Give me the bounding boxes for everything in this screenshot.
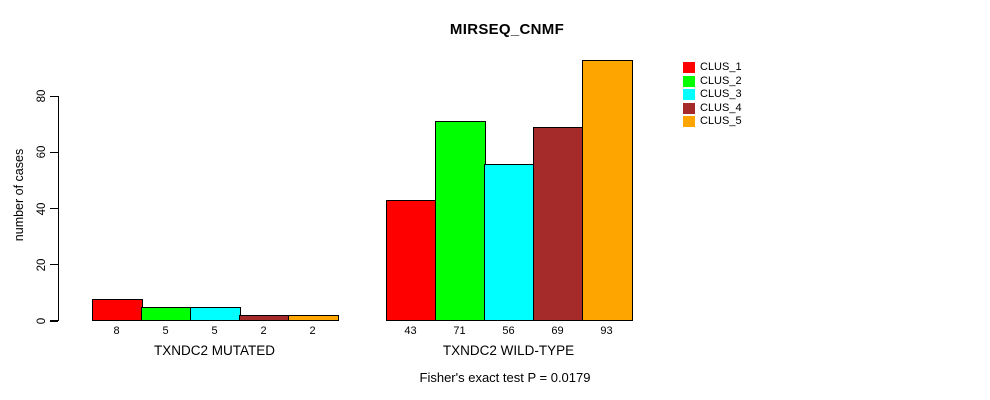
legend-swatch-icon xyxy=(683,102,695,114)
bar-value-label: 5 xyxy=(162,325,169,337)
legend-entry-label: CLUS_5 xyxy=(700,115,742,128)
bar xyxy=(582,59,633,321)
legend-swatch-icon xyxy=(683,75,695,87)
legend-entry: CLUS_5 xyxy=(683,115,742,129)
legend-entry: CLUS_3 xyxy=(683,88,742,102)
footer-annotation: Fisher's exact test P = 0.0179 xyxy=(419,370,591,385)
legend-entry-label: CLUS_1 xyxy=(700,61,742,74)
bar xyxy=(533,127,584,321)
legend-entry-label: CLUS_4 xyxy=(700,101,742,114)
y-axis-tick-label: 40 xyxy=(36,202,48,215)
y-axis-tick xyxy=(50,264,58,266)
legend-swatch-icon xyxy=(683,116,695,128)
bar xyxy=(386,200,437,321)
legend-swatch-icon xyxy=(683,62,695,74)
y-axis-tick xyxy=(50,95,58,97)
y-axis-tick xyxy=(50,151,58,154)
legend-swatch-icon xyxy=(683,89,695,101)
bar-value-label: 2 xyxy=(260,325,267,337)
x-axis-group-label: TXNDC2 WILD-TYPE xyxy=(442,343,575,358)
legend-entry-label: CLUS_3 xyxy=(700,88,742,101)
y-axis-tick-label: 0 xyxy=(36,317,48,325)
bar xyxy=(288,315,339,321)
bar-value-label: 8 xyxy=(113,325,120,337)
bar xyxy=(92,298,143,321)
bar-value-label: 2 xyxy=(309,325,316,337)
legend: CLUS_1 CLUS_2 CLUS_3 CLUS_4 CLUS_5 xyxy=(683,61,742,129)
chart-title: MIRSEQ_CNMF xyxy=(449,21,565,38)
legend-entry: CLUS_4 xyxy=(683,102,742,116)
y-axis-tick-label: 60 xyxy=(36,145,48,159)
bar xyxy=(239,315,290,321)
legend-entry: CLUS_2 xyxy=(683,75,742,89)
bar-value-label: 56 xyxy=(502,325,515,337)
y-axis-tick-label: 20 xyxy=(36,258,48,272)
y-axis-tick xyxy=(50,320,58,322)
bar xyxy=(141,306,192,321)
bar xyxy=(484,163,535,321)
y-axis-label: number of cases xyxy=(12,148,26,242)
bar-value-label: 71 xyxy=(453,325,466,337)
bar xyxy=(435,121,486,321)
y-axis-line xyxy=(57,96,59,321)
bar-value-label: 93 xyxy=(600,325,613,337)
bar xyxy=(190,306,241,321)
y-axis-tick xyxy=(50,208,58,210)
x-axis-group-label: TXNDC2 MUTATED xyxy=(154,343,275,358)
legend-entry-label: CLUS_2 xyxy=(700,74,742,87)
legend-entry: CLUS_1 xyxy=(683,61,742,75)
bar-value-label: 69 xyxy=(551,325,564,337)
y-axis-tick-label: 80 xyxy=(36,89,48,103)
bar-value-label: 43 xyxy=(404,325,417,337)
bar-value-label: 5 xyxy=(211,325,218,337)
